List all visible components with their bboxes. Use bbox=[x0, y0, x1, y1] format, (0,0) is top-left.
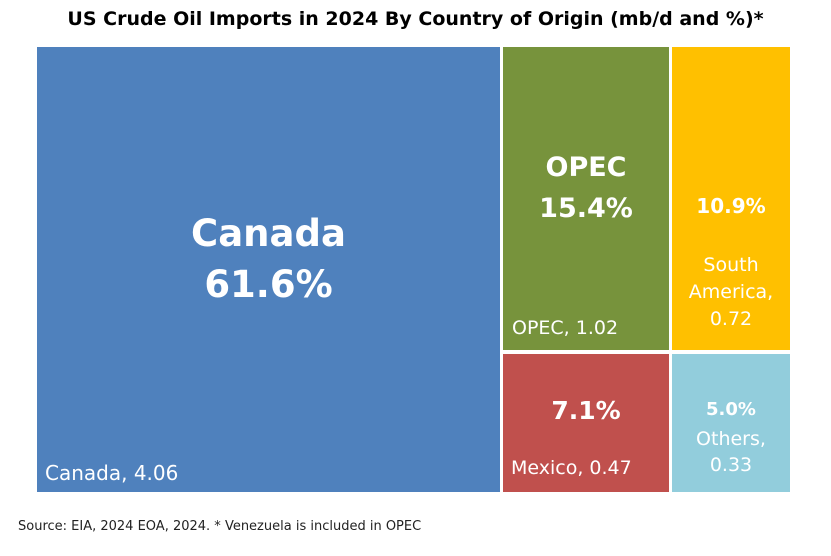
tile-south-america-label-line: South bbox=[703, 254, 759, 276]
tile-opec: OPEC 15.4% OPEC, 1.02 bbox=[503, 47, 669, 350]
tile-opec-label: OPEC, 1.02 bbox=[512, 317, 619, 339]
tile-canada-heading: Canada bbox=[191, 212, 346, 255]
tile-others-label-line: 0.33 bbox=[709, 454, 753, 476]
tile-mexico: 7.1% Mexico, 0.47 bbox=[503, 354, 669, 492]
tile-south-america-percent: 10.9% bbox=[696, 194, 766, 218]
tile-others-percent: 5.0% bbox=[706, 399, 756, 420]
tile-south-america-label-line: 0.72 bbox=[709, 308, 753, 330]
tile-south-america-label-line: America, bbox=[688, 281, 774, 303]
source-note: Source: EIA, 2024 EOA, 2024. * Venezuela… bbox=[18, 519, 422, 534]
tile-canada: Canada 61.6% Canada, 4.06 bbox=[37, 47, 500, 492]
tile-opec-heading: OPEC bbox=[545, 152, 627, 183]
tile-others: 5.0% Others, 0.33 bbox=[672, 354, 790, 492]
tile-south-america: 10.9% South America, 0.72 bbox=[672, 47, 790, 350]
tile-others-label-line: Others, bbox=[696, 428, 766, 450]
tile-mexico-label: Mexico, 0.47 bbox=[511, 457, 632, 479]
chart-title: US Crude Oil Imports in 2024 By Country … bbox=[67, 8, 764, 30]
tile-opec-percent: 15.4% bbox=[539, 193, 633, 224]
tile-mexico-percent: 7.1% bbox=[551, 396, 621, 425]
tile-canada-label: Canada, 4.06 bbox=[45, 461, 179, 485]
tile-canada-percent: 61.6% bbox=[204, 263, 333, 306]
